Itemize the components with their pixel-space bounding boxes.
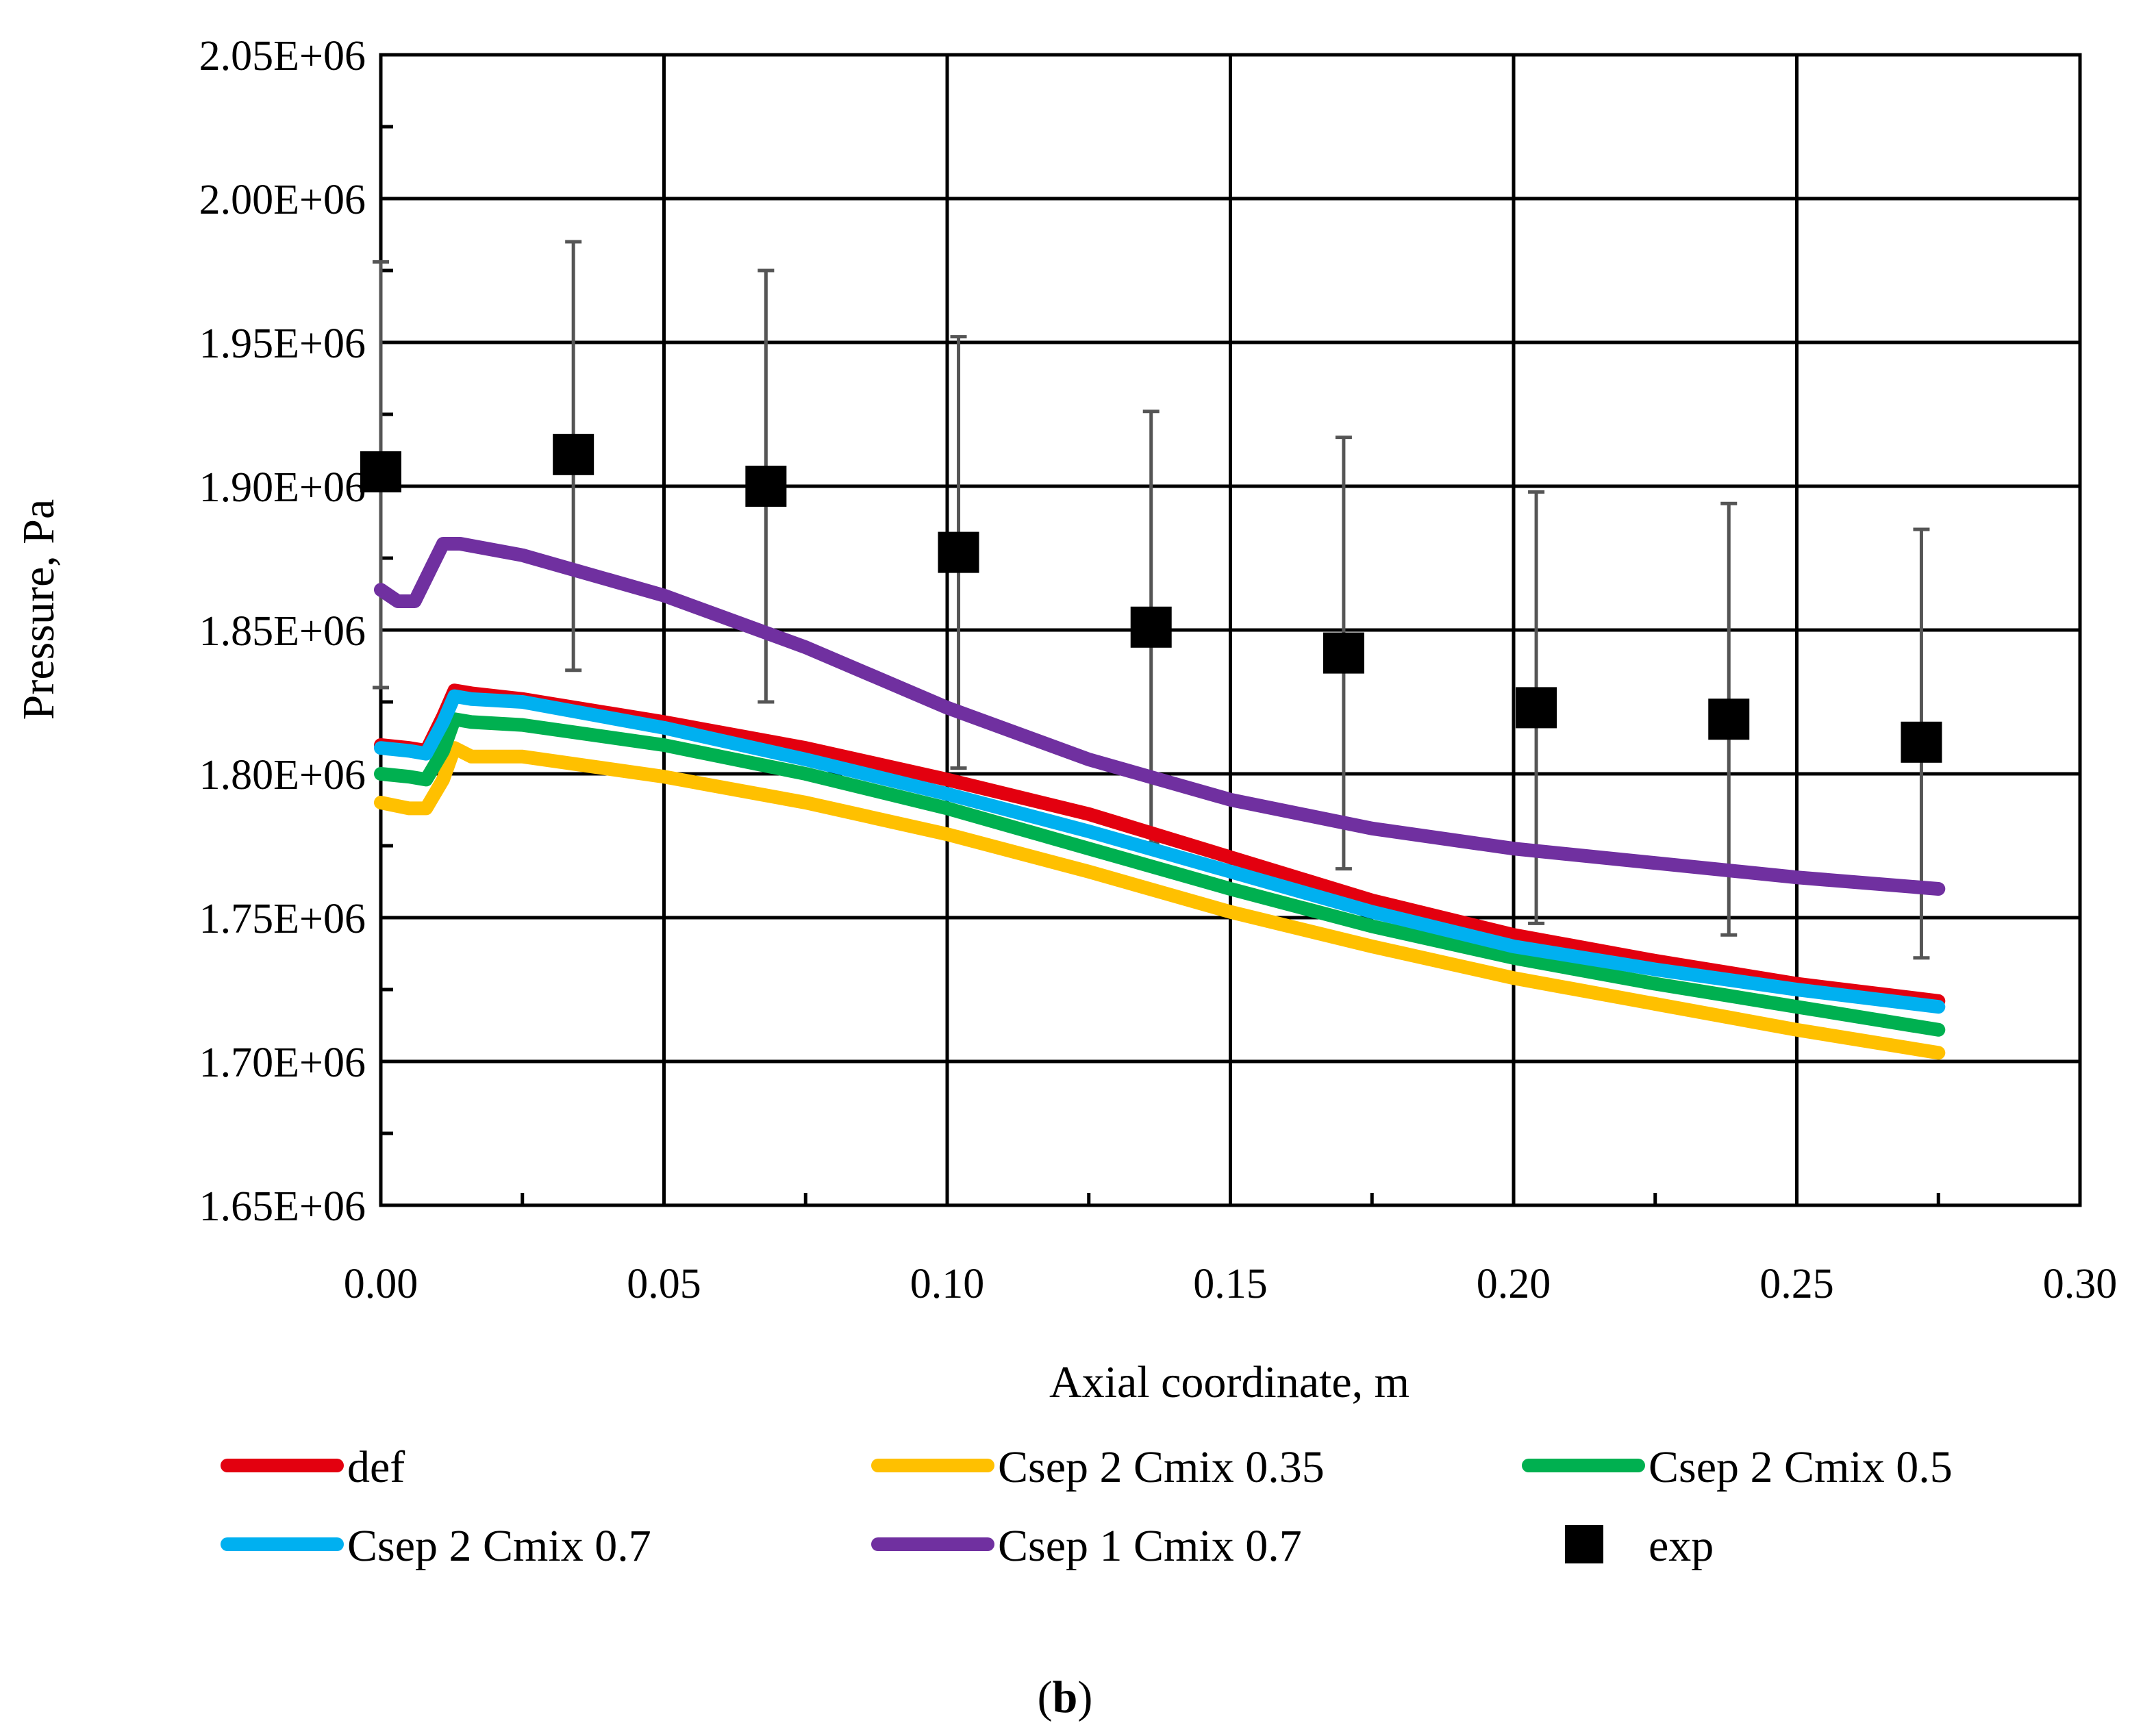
data-point-exp — [360, 451, 401, 492]
x-tick-label: 0.20 — [1477, 1261, 1551, 1307]
x-tick-label: 0.30 — [2043, 1261, 2118, 1307]
y-tick-label: 1.80E+06 — [199, 752, 366, 798]
series-line-csep-2-cmix-0-7 — [374, 689, 1946, 1014]
x-tick-label: 0.15 — [1193, 1261, 1268, 1307]
data-point-exp — [938, 531, 979, 573]
y-tick-label: 2.05E+06 — [199, 33, 366, 79]
series-line-csep-1-cmix-0-7 — [374, 537, 1946, 896]
y-tick-label: 1.85E+06 — [199, 608, 366, 655]
x-axis-title: Axial coordinate, m — [1049, 1357, 1409, 1407]
data-point-exp — [553, 433, 594, 475]
series-line-csep-2-cmix-0-35 — [374, 741, 1946, 1060]
legend: def Csep 2 Cmix 0.35 Csep 2 Cmix 0.5 Csep 2… — [221, 1442, 1953, 1571]
y-tick-label: 2.00E+06 — [199, 177, 366, 223]
x-tick-label: 0.25 — [1759, 1261, 1834, 1307]
y-tick-label: 1.65E+06 — [199, 1183, 366, 1230]
legend-swatch-exp — [1565, 1525, 1603, 1563]
data-point-exp — [1516, 687, 1557, 729]
minor-ticks — [381, 125, 1940, 1205]
y-tick-label: 1.70E+06 — [199, 1040, 366, 1086]
x-tick-label: 0.05 — [627, 1261, 701, 1307]
figure-caption: (b) — [1038, 1672, 1093, 1722]
markers — [360, 433, 1942, 763]
x-tick-label: 0.00 — [344, 1261, 418, 1307]
legend-label-csep-2-cmix-0-7: Csep 2 Cmix 0.7 — [347, 1521, 651, 1571]
data-point-exp — [1901, 721, 1942, 763]
series-line-csep-2-cmix-0-5 — [374, 712, 1946, 1037]
data-point-exp — [1323, 632, 1364, 674]
tick-labels: 1.65E+06 1.70E+06 1.75E+06 1.80E+06 1.85E+06… — [199, 33, 2118, 1307]
y-tick-label: 1.95E+06 — [199, 320, 366, 367]
grid — [379, 53, 2082, 1207]
y-tick-label: 1.75E+06 — [199, 896, 366, 942]
x-tick-label: 0.10 — [910, 1261, 985, 1307]
legend-label-def: def — [347, 1442, 405, 1492]
legend-label-exp: exp — [1649, 1521, 1714, 1571]
data-point-exp — [1708, 699, 1750, 740]
y-tick-label: 1.90E+06 — [199, 464, 366, 511]
data-point-exp — [745, 466, 787, 507]
series-lines — [374, 537, 1946, 1060]
legend-label-csep-2-cmix-0-35: Csep 2 Cmix 0.35 — [998, 1442, 1325, 1492]
data-point-exp — [1130, 606, 1172, 648]
legend-label-csep-2-cmix-0-5: Csep 2 Cmix 0.5 — [1649, 1442, 1953, 1492]
legend-label-csep-1-cmix-0-7: Csep 1 Cmix 0.7 — [998, 1521, 1302, 1571]
y-axis-title: Pressure, Pa — [14, 499, 64, 720]
